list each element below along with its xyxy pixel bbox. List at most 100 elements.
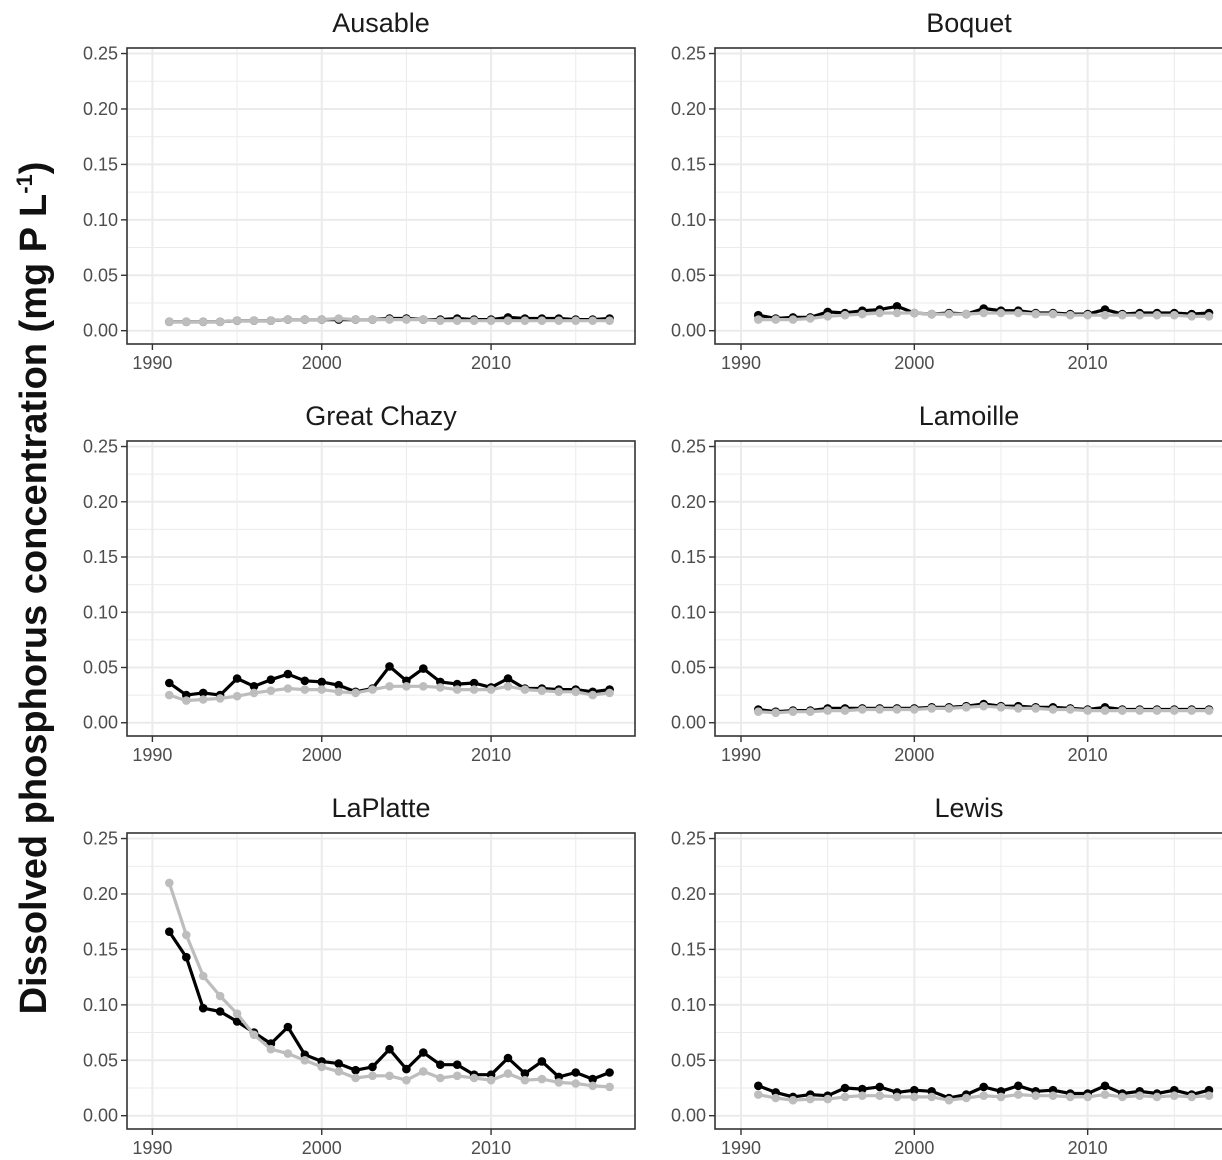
data-point — [232, 1009, 242, 1018]
data-point — [198, 317, 208, 327]
data-point — [1083, 310, 1092, 320]
data-point — [962, 703, 971, 712]
data-point — [806, 314, 815, 323]
data-point — [334, 314, 344, 323]
data-point — [892, 302, 902, 311]
data-point — [910, 705, 919, 714]
data-point — [605, 1068, 614, 1077]
panel-border — [126, 440, 636, 737]
data-point — [754, 707, 763, 716]
data-point — [215, 1007, 225, 1016]
panel-title: Great Chazy — [305, 401, 457, 431]
panel-border — [714, 832, 1222, 1130]
data-point — [1204, 312, 1214, 321]
data-point — [996, 703, 1006, 712]
data-point — [605, 1082, 614, 1092]
y-tick-label: 0.05 — [83, 1050, 118, 1070]
data-point — [368, 685, 377, 694]
data-point — [1135, 706, 1144, 715]
y-tick-label: 0.20 — [83, 492, 118, 512]
data-point — [198, 695, 208, 704]
data-point — [996, 1092, 1006, 1102]
data-point — [402, 1075, 411, 1085]
data-point — [1048, 705, 1058, 714]
data-point — [334, 687, 344, 697]
data-point — [385, 1071, 394, 1081]
data-point — [266, 675, 276, 684]
data-point — [1187, 312, 1196, 321]
x-tick-label: 1990 — [132, 745, 172, 765]
x-tick-label: 2010 — [471, 1138, 511, 1158]
data-point — [215, 991, 225, 1001]
y-tick-label: 0.10 — [671, 210, 706, 230]
data-point — [537, 686, 547, 695]
data-point — [419, 682, 428, 691]
data-point — [165, 678, 174, 688]
data-point — [537, 1074, 547, 1084]
y-tick-label: 0.10 — [671, 995, 706, 1015]
data-point — [910, 1085, 919, 1095]
x-tick-label: 1990 — [132, 353, 172, 373]
data-point — [1048, 309, 1058, 319]
data-point — [283, 1022, 293, 1032]
data-point — [436, 316, 445, 326]
gridlines — [127, 48, 635, 344]
data-point — [788, 1095, 798, 1105]
data-point — [571, 316, 580, 326]
data-point — [198, 688, 208, 698]
data-point — [165, 927, 174, 936]
data-point — [300, 315, 310, 324]
data-point — [858, 1091, 867, 1100]
data-point — [182, 317, 191, 327]
y-tick-label: 0.20 — [671, 884, 706, 904]
data-point — [1152, 706, 1162, 715]
series-group — [754, 302, 1214, 324]
y-tick-label: 0.20 — [671, 99, 706, 119]
data-point — [402, 315, 411, 324]
data-point — [385, 662, 394, 671]
panel-border — [126, 47, 636, 345]
y-tick-label: 0.10 — [83, 210, 118, 230]
data-point — [165, 690, 174, 700]
data-point — [503, 1053, 513, 1063]
data-point — [1083, 1092, 1092, 1102]
data-point — [537, 316, 547, 326]
data-point — [300, 685, 310, 694]
data-point — [858, 705, 867, 714]
data-point — [334, 680, 344, 690]
y-tick-label: 0.10 — [671, 602, 706, 622]
x-tick-label: 2010 — [471, 353, 511, 373]
x-tick-label: 1990 — [721, 353, 761, 373]
series-group — [165, 662, 614, 705]
data-point — [317, 315, 327, 324]
data-point — [1048, 1091, 1058, 1100]
data-point — [503, 1069, 513, 1078]
data-point — [910, 308, 919, 318]
data-point — [840, 1083, 850, 1093]
data-point — [944, 704, 954, 713]
y-tick-label: 0.15 — [83, 939, 118, 959]
panel-lamoille: 0.00 0.05 0.10 0.15 0.20 0.25 1990 2000 2010 Lamo… — [671, 401, 1222, 765]
data-point — [571, 1068, 580, 1077]
data-point — [875, 308, 884, 318]
data-point — [486, 316, 496, 326]
data-point — [1170, 310, 1179, 320]
data-point — [840, 1092, 850, 1102]
y-tick-label: 0.25 — [83, 437, 118, 457]
data-point — [771, 1093, 780, 1103]
data-point — [469, 685, 479, 694]
x-tick-label: 1990 — [132, 1138, 172, 1158]
x-tick-label: 1990 — [721, 745, 761, 765]
data-point — [823, 706, 832, 715]
data-point — [1014, 1081, 1023, 1091]
data-point — [1135, 310, 1144, 320]
data-point — [351, 315, 360, 324]
data-point — [232, 1017, 242, 1026]
series-group — [754, 1081, 1214, 1105]
facet-panels: 0.00 0.05 0.10 0.15 0.20 0.25 1990 2000 2010 Ausa… — [83, 8, 1222, 1158]
data-point — [944, 1095, 954, 1105]
data-point — [198, 1003, 208, 1013]
y-tick-label: 0.25 — [671, 437, 706, 457]
data-point — [754, 315, 763, 324]
data-point — [1031, 309, 1040, 319]
